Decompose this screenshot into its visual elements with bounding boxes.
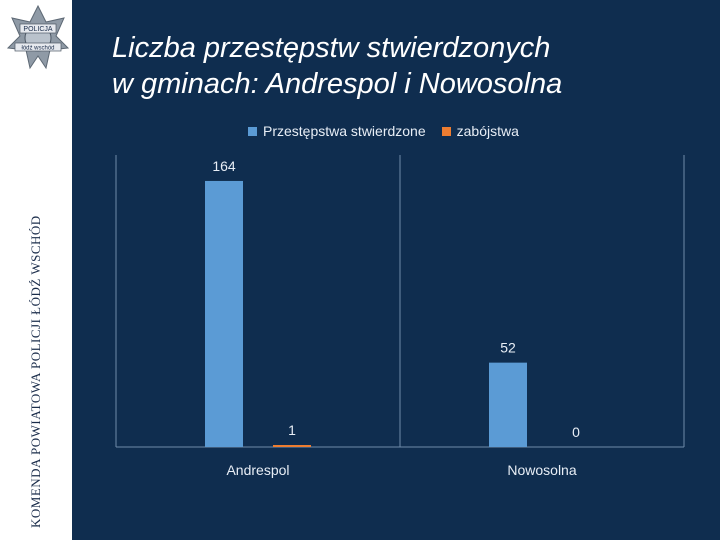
x-tick-label: Nowosolna bbox=[507, 462, 576, 478]
logo-top-text: POLICJA bbox=[23, 26, 53, 33]
police-star-icon: POLICJA łódź wschód bbox=[6, 4, 70, 70]
bar bbox=[273, 445, 311, 447]
logo-bottom-text: łódź wschód bbox=[21, 46, 54, 52]
data-label: 52 bbox=[500, 340, 516, 356]
legend-swatch-series-1 bbox=[248, 126, 257, 136]
chart-legend: Przestępstwa stwierdzone zabójstwa bbox=[248, 123, 519, 139]
chart-title: Liczba przestępstw stwierdzonych w gmina… bbox=[112, 30, 702, 102]
legend-label-series-2: zabójstwa bbox=[456, 123, 519, 139]
data-label: 1 bbox=[288, 422, 296, 438]
chart-title-line-2: w gminach: Andrespol i Nowosolna bbox=[112, 68, 563, 100]
legend-item-series-2: zabójstwa bbox=[441, 123, 519, 139]
legend-item-series-1: Przestępstwa stwierdzone bbox=[248, 123, 426, 139]
data-label: 164 bbox=[212, 158, 236, 174]
legend-swatch-series-2 bbox=[441, 126, 451, 136]
bar bbox=[205, 180, 243, 447]
sidebar: POLICJA łódź wschód KOMENDA POWIATOWA PO… bbox=[0, 0, 72, 540]
data-label: 0 bbox=[572, 424, 580, 440]
bar bbox=[489, 362, 527, 447]
chart-title-line-1: Liczba przestępstw stwierdzonych bbox=[112, 32, 551, 64]
x-tick-label: Andrespol bbox=[226, 462, 289, 478]
legend-label-series-1: Przestępstwa stwierdzone bbox=[263, 123, 426, 139]
